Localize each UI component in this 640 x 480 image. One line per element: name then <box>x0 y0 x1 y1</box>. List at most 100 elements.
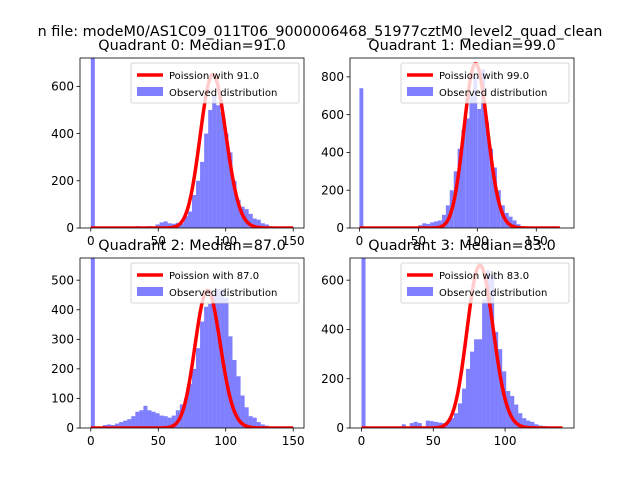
histogram-bar <box>493 167 497 228</box>
x-tick-label: 0 <box>356 234 364 248</box>
histogram-bar <box>470 351 475 428</box>
x-tick-label: 100 <box>214 234 237 248</box>
histogram-bar <box>163 221 168 228</box>
histogram-bar <box>518 413 523 428</box>
histogram-bar <box>433 421 438 428</box>
legend-box <box>130 262 300 304</box>
histogram-bar <box>478 339 483 428</box>
chart-title: Quadrant 3: Median=83.0 <box>368 238 556 254</box>
histogram-bar <box>236 376 241 428</box>
histogram-bar <box>359 88 364 228</box>
histogram-bar <box>119 422 124 428</box>
histogram-bar <box>143 405 148 428</box>
histogram-bar <box>461 129 466 228</box>
histogram-bar <box>417 423 422 428</box>
histogram-bar <box>514 404 519 428</box>
histogram-bar <box>413 421 418 428</box>
histogram-bar <box>534 424 539 428</box>
histogram-bar <box>425 420 430 428</box>
histogram-bar <box>159 222 164 228</box>
legend-entry: Observed distribution <box>169 288 277 299</box>
histogram-bar <box>106 424 112 428</box>
histogram-bar <box>216 105 221 228</box>
x-tick-label: 0 <box>87 434 95 448</box>
histogram-bars <box>359 69 529 228</box>
y-tick-label: 100 <box>51 392 74 406</box>
histogram-bar <box>430 222 435 228</box>
histogram-bar <box>123 420 128 428</box>
chart-panel-3: 0 50 100 0 200 400 600 Quadrant 3: Median=83.0 P… <box>321 238 575 448</box>
histogram-bar <box>155 413 160 428</box>
histogram-bar <box>224 133 229 228</box>
x-tick-label: 100 <box>214 434 237 448</box>
histogram-bar <box>437 422 442 428</box>
histogram-bar <box>429 421 434 428</box>
legend-box <box>400 262 570 304</box>
histogram-bar <box>489 148 494 228</box>
chart-title: Quadrant 1: Median=99.0 <box>368 38 556 54</box>
histogram-bar <box>208 303 213 428</box>
histogram-bar <box>183 216 188 228</box>
histogram-bar <box>434 221 438 228</box>
histogram-bar <box>437 220 442 228</box>
chart-title: Quadrant 2: Median=87.0 <box>98 238 286 254</box>
histogram-bar <box>216 289 221 428</box>
histogram-bar <box>163 416 168 428</box>
histogram-bar <box>187 211 192 228</box>
axes-frame <box>79 257 305 429</box>
y-tick-label: 400 <box>321 323 344 337</box>
y-tick-label: 200 <box>51 362 74 376</box>
legend-box <box>400 62 570 104</box>
y-tick-label: 0 <box>336 221 344 235</box>
histogram-bar <box>212 294 217 428</box>
histogram-bar <box>115 423 120 428</box>
y-tick-label: 400 <box>51 303 74 317</box>
histogram-bar <box>240 395 245 428</box>
histogram-bar <box>252 218 257 228</box>
histogram-bar <box>494 331 499 428</box>
histogram-bar <box>401 424 406 428</box>
x-tick-label: 150 <box>282 234 305 248</box>
histogram-bar <box>422 223 427 228</box>
histogram-bar <box>445 421 450 428</box>
legend-bar-swatch <box>407 87 433 96</box>
histogram-bar <box>232 180 237 228</box>
histogram-bar <box>526 420 531 428</box>
x-tick-label: 150 <box>282 434 305 448</box>
histogram-bar <box>256 422 261 428</box>
histogram-bar <box>228 152 233 228</box>
y-tick-label: 200 <box>51 174 74 188</box>
legend-box <box>130 62 300 104</box>
histogram-bar <box>466 368 471 428</box>
legend: Poission with 99.0 Observed distribution <box>400 62 570 104</box>
histogram-bar <box>508 216 513 228</box>
histogram-bar <box>244 407 249 428</box>
histogram-bar <box>192 194 197 228</box>
histogram-bar <box>498 349 503 428</box>
histogram-bar <box>204 306 209 428</box>
chart-panel-2: 0 50 100 150 0 100 200 300 400 500 Quadrant 2: Med… <box>51 238 305 448</box>
histogram-bar <box>252 417 257 428</box>
histogram-bar <box>131 416 136 428</box>
histogram-bar <box>183 398 188 428</box>
y-tick-label: 600 <box>51 80 74 94</box>
poisson-curve <box>90 72 294 228</box>
histogram-bar <box>482 299 487 428</box>
histogram-bar <box>457 148 462 228</box>
histogram-bar <box>453 413 458 428</box>
histogram-bar <box>462 388 467 428</box>
histogram-bar <box>486 270 491 428</box>
histogram-bar <box>232 360 237 428</box>
histogram-bar <box>187 383 192 428</box>
axes-frame <box>79 57 305 229</box>
histogram-bar <box>179 223 184 228</box>
histogram-bar <box>212 95 217 228</box>
legend: Poission with 83.0 Observed distribution <box>400 262 570 304</box>
histogram-bar <box>171 415 176 428</box>
histogram-bar <box>530 421 535 428</box>
histogram-bar <box>522 418 527 428</box>
histogram-bar <box>224 297 229 428</box>
histogram-bar <box>449 418 454 428</box>
legend: Poission with 87.0 Observed distribution <box>130 262 300 304</box>
histogram-bar <box>155 224 160 228</box>
